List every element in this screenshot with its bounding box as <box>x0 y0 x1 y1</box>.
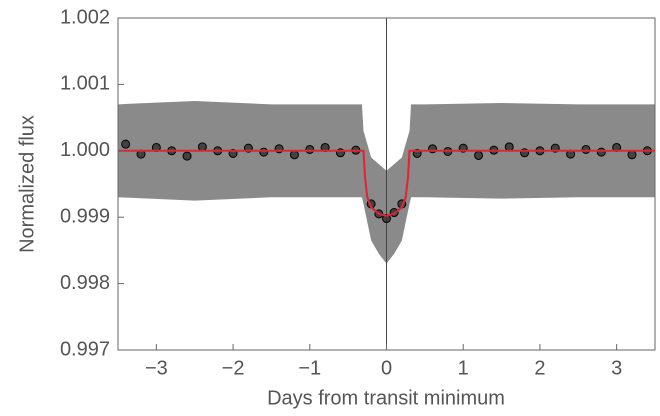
binned-point <box>382 214 391 224</box>
y-tick-label: 1.000 <box>60 139 110 161</box>
binned-point <box>259 147 269 157</box>
binned-point <box>474 150 484 160</box>
binned-point <box>627 150 637 160</box>
x-tick-label: −1 <box>298 357 321 379</box>
x-tick-label: 2 <box>534 357 545 379</box>
binned-point <box>305 144 315 154</box>
x-tick-label: −3 <box>145 357 168 379</box>
binned-point <box>289 150 299 160</box>
x-tick-label: −2 <box>222 357 245 379</box>
binned-point <box>121 139 131 149</box>
y-tick-label: 1.001 <box>60 73 110 95</box>
y-axis-title: Normalized flux <box>16 115 38 253</box>
binned-point <box>504 142 514 152</box>
x-tick-label: 0 <box>381 357 392 379</box>
binned-point <box>581 144 591 154</box>
model-line <box>118 149 655 217</box>
x-tick-label: 1 <box>458 357 469 379</box>
binned-point <box>182 151 192 161</box>
binned-point <box>596 147 606 157</box>
x-tick-label: 3 <box>611 357 622 379</box>
x-axis-title: Days from transit minimum <box>267 387 505 409</box>
y-tick-label: 0.999 <box>60 205 110 227</box>
y-tick-label: 0.998 <box>60 272 110 294</box>
y-tick-label: 0.997 <box>60 338 110 360</box>
y-tick-label: 1.002 <box>60 6 110 28</box>
binned-point <box>197 142 207 152</box>
